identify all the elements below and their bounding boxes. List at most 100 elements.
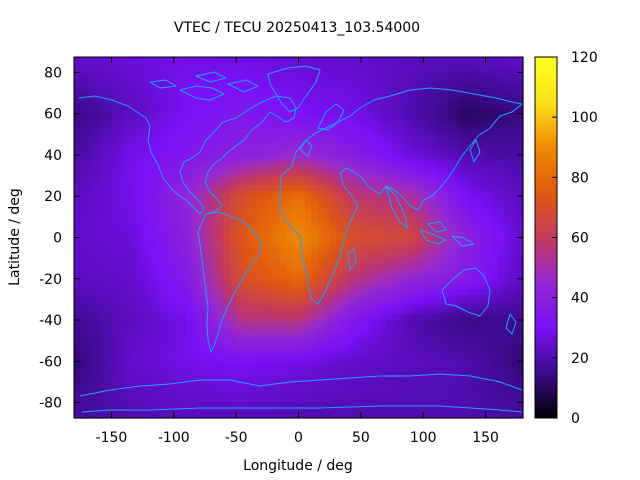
heatmap-cell: [423, 62, 431, 68]
heatmap-cell: [148, 113, 156, 120]
heatmap-cell: [236, 397, 243, 404]
heatmap-cell: [74, 314, 81, 321]
heatmap-cell: [498, 320, 505, 326]
heatmap-cell: [74, 103, 81, 110]
heatmap-cell: [279, 340, 287, 347]
heatmap-cell: [317, 103, 325, 110]
heatmap-cell: [211, 191, 219, 197]
heatmap-cell: [98, 268, 106, 275]
heatmap-cell: [460, 309, 468, 316]
heatmap-cell: [323, 180, 331, 187]
heatmap-cell: [229, 124, 237, 130]
heatmap-cell: [155, 325, 162, 331]
heatmap-cell: [429, 237, 437, 244]
heatmap-cell: [236, 278, 243, 285]
heatmap-cell: [448, 366, 456, 373]
heatmap-cell: [473, 314, 480, 321]
heatmap-cell: [479, 206, 487, 213]
heatmap-cell: [130, 381, 137, 388]
heatmap-cell: [317, 268, 325, 275]
heatmap-cell: [385, 258, 393, 264]
heatmap-cell: [117, 407, 125, 414]
heatmap-cell: [466, 366, 474, 373]
heatmap-cell: [254, 118, 262, 125]
heatmap-cell: [273, 67, 281, 74]
heatmap-cell: [248, 309, 256, 316]
heatmap-cell: [229, 113, 237, 120]
heatmap-cell: [379, 356, 387, 362]
heatmap-cell: [173, 376, 181, 383]
heatmap-cell: [192, 371, 200, 378]
heatmap-cell: [261, 387, 268, 393]
heatmap-cell: [385, 273, 393, 280]
heatmap-cell: [74, 340, 81, 347]
heatmap-cell: [186, 82, 194, 89]
heatmap-cell: [173, 289, 181, 295]
heatmap-cell: [173, 412, 181, 419]
heatmap-cell: [504, 124, 512, 130]
heatmap-cell: [123, 87, 131, 94]
heatmap-cell: [491, 124, 499, 130]
heatmap-cell: [111, 160, 119, 166]
heatmap-cell: [373, 222, 381, 228]
heatmap-cell: [111, 381, 119, 388]
heatmap-cell: [448, 62, 456, 68]
heatmap-cell: [304, 227, 312, 233]
heatmap-cell: [404, 134, 412, 141]
heatmap-cell: [279, 397, 287, 404]
heatmap-cell: [130, 289, 137, 295]
heatmap-cell: [74, 397, 81, 404]
heatmap-cell: [155, 185, 162, 192]
heatmap-cell: [211, 273, 219, 280]
heatmap-cell: [479, 82, 487, 89]
heatmap-cell: [74, 67, 81, 74]
heatmap-cell: [279, 278, 287, 285]
heatmap-cell: [186, 299, 194, 306]
heatmap-cell: [310, 206, 318, 213]
heatmap-cell: [261, 237, 268, 244]
heatmap-cell: [510, 350, 518, 357]
heatmap-cell: [504, 62, 512, 68]
heatmap-cell: [204, 87, 212, 94]
heatmap-cell: [460, 294, 468, 300]
heatmap-cell: [148, 320, 156, 326]
heatmap-cell: [111, 237, 119, 244]
heatmap-cell: [248, 216, 256, 223]
heatmap-cell: [504, 227, 512, 233]
heatmap-cell: [248, 62, 256, 68]
heatmap-cell: [261, 371, 268, 378]
heatmap-cell: [248, 108, 256, 115]
heatmap-cell: [504, 283, 512, 290]
heatmap-cell: [317, 294, 325, 300]
heatmap-cell: [323, 165, 331, 172]
heatmap-cell: [485, 387, 493, 393]
heatmap-cell: [416, 211, 424, 218]
heatmap-cell: [410, 98, 418, 105]
heatmap-cell: [123, 103, 131, 110]
heatmap-cell: [223, 371, 231, 378]
heatmap-cell: [229, 350, 237, 357]
heatmap-cell: [229, 299, 237, 306]
heatmap-cell: [92, 175, 100, 182]
heatmap-cell: [148, 263, 156, 270]
heatmap-cell: [410, 196, 418, 202]
heatmap-cell: [173, 330, 181, 337]
heatmap-cell: [111, 247, 119, 254]
heatmap-cell: [385, 82, 393, 89]
heatmap-cell: [360, 232, 368, 239]
heatmap-cell: [360, 361, 368, 368]
heatmap-cell: [335, 124, 343, 130]
heatmap-cell: [298, 356, 306, 362]
heatmap-cell: [98, 263, 106, 270]
heatmap-cell: [423, 191, 431, 197]
heatmap-cell: [123, 356, 131, 362]
heatmap-cell: [167, 273, 175, 280]
heatmap-cell: [180, 93, 187, 99]
heatmap-cell: [504, 160, 512, 166]
heatmap-cell: [261, 211, 268, 218]
heatmap-cell: [298, 252, 306, 259]
heatmap-cell: [441, 118, 449, 125]
heatmap-cell: [429, 294, 437, 300]
heatmap-cell: [292, 252, 300, 259]
heatmap-cell: [279, 402, 287, 409]
